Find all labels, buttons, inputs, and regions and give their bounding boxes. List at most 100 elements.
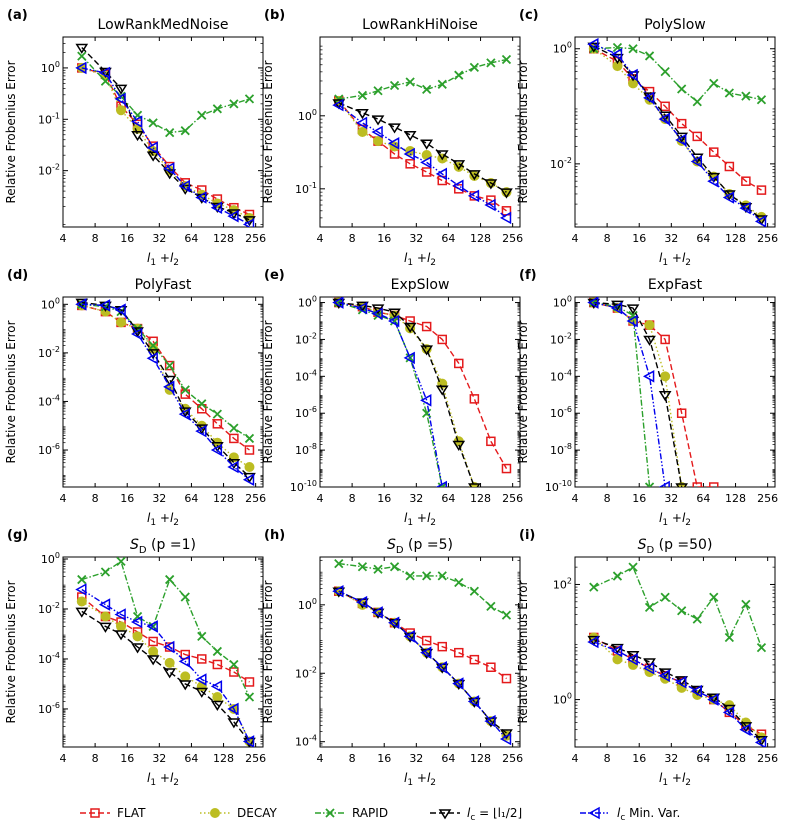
series-line <box>81 588 251 742</box>
data-point <box>100 611 111 622</box>
x-tick-label: 256 <box>245 232 266 245</box>
series-half <box>587 298 689 487</box>
data-point <box>165 127 175 138</box>
data-point <box>469 394 480 404</box>
x-axis-label: l1 +l2 <box>659 511 691 528</box>
series-rapid <box>334 54 512 104</box>
data-point <box>658 391 672 402</box>
series-minvar <box>332 584 512 746</box>
series-line <box>593 301 651 487</box>
data-point <box>739 202 753 214</box>
x-tick-label: 4 <box>60 232 67 245</box>
x-tick-label: 8 <box>604 232 611 245</box>
data-point <box>163 668 177 679</box>
y-tick-label: 10-4 <box>550 368 572 383</box>
series-line <box>81 303 250 439</box>
data-point <box>422 408 432 418</box>
x-tick-label: 128 <box>725 752 746 765</box>
data-point <box>357 127 368 137</box>
data-point <box>454 577 464 588</box>
x-tick-label: 8 <box>92 492 99 505</box>
data-point <box>388 123 401 134</box>
axes-frame <box>62 556 264 748</box>
axes-frame <box>574 556 776 748</box>
series-rapid <box>77 557 255 702</box>
series-line <box>81 67 250 216</box>
data-point <box>388 616 400 629</box>
data-point <box>435 385 449 396</box>
data-point <box>452 440 466 451</box>
data-point <box>178 179 190 193</box>
y-axis-label: Relative Frobenius Error <box>261 320 275 463</box>
data-point <box>676 408 687 418</box>
x-axis-label: l1 +l2 <box>147 511 179 528</box>
data-point <box>146 655 160 666</box>
chart-title: SD (p =50) <box>638 537 713 556</box>
data-point <box>389 562 400 572</box>
data-point <box>114 92 126 106</box>
data-point <box>131 643 144 654</box>
data-point <box>501 463 512 474</box>
x-tick-label: 64 <box>184 232 198 245</box>
x-tick-label: 64 <box>441 492 455 505</box>
series-minvar <box>332 297 447 487</box>
x-tick-label: 64 <box>441 752 455 765</box>
x-tick-label: 32 <box>664 492 678 505</box>
data-point <box>677 606 687 616</box>
x-tick-label: 8 <box>604 492 611 505</box>
data-point <box>658 669 670 682</box>
axes-frame <box>319 36 521 228</box>
data-point <box>373 136 384 147</box>
data-point <box>484 198 496 212</box>
series-line <box>81 610 251 742</box>
data-point <box>660 371 671 382</box>
x-tick-label: 256 <box>245 492 266 505</box>
y-tick-label: 10-4 <box>38 651 60 666</box>
legend-item-rapid: RAPID <box>315 806 388 820</box>
data-point <box>500 729 513 740</box>
data-point <box>77 574 87 585</box>
series-decay <box>333 586 512 741</box>
data-point <box>180 385 190 395</box>
data-point <box>467 695 480 708</box>
series-rapid <box>77 51 255 138</box>
panel-label: (b) <box>264 8 285 23</box>
data-point <box>146 620 158 633</box>
series-line <box>81 67 250 226</box>
data-point <box>501 673 512 684</box>
data-point <box>164 657 175 668</box>
plot-area <box>332 297 512 487</box>
chart-title: ExpSlow <box>391 277 450 293</box>
data-point <box>420 345 434 356</box>
series-minvar <box>587 297 670 487</box>
data-point <box>420 394 432 407</box>
data-point <box>692 97 702 107</box>
axes-frame <box>62 36 264 228</box>
data-point <box>452 677 464 690</box>
data-point <box>163 380 175 394</box>
data-point <box>626 314 638 328</box>
legend-item-minvar: lc Min. Var. <box>580 806 680 823</box>
plot-area <box>587 562 768 747</box>
data-point <box>660 592 670 602</box>
data-point <box>228 452 239 463</box>
series-rapid <box>589 562 767 653</box>
series-line <box>338 590 507 737</box>
y-axis-label: Relative Frobenius Error <box>261 60 275 203</box>
data-point <box>626 68 638 82</box>
x-axis-label: l1 +l2 <box>659 251 691 268</box>
data-point <box>589 582 599 592</box>
series-line <box>338 301 508 469</box>
data-point <box>371 606 383 619</box>
y-tick-label: 10-8 <box>550 442 572 457</box>
chart-panel-a: (a) LowRankMedNoise 4 8 16 32 64 128 256 10-2 10-1… <box>4 8 266 268</box>
data-point <box>195 424 207 438</box>
data-point <box>197 654 207 664</box>
y-axis-label: Relative Frobenius Error <box>4 320 18 463</box>
legend-label: lc Min. Var. <box>617 806 680 823</box>
x-tick-label: 256 <box>757 752 778 765</box>
data-point <box>373 564 383 574</box>
y-tick-label: 10-2 <box>550 156 572 171</box>
data-point <box>355 116 368 130</box>
